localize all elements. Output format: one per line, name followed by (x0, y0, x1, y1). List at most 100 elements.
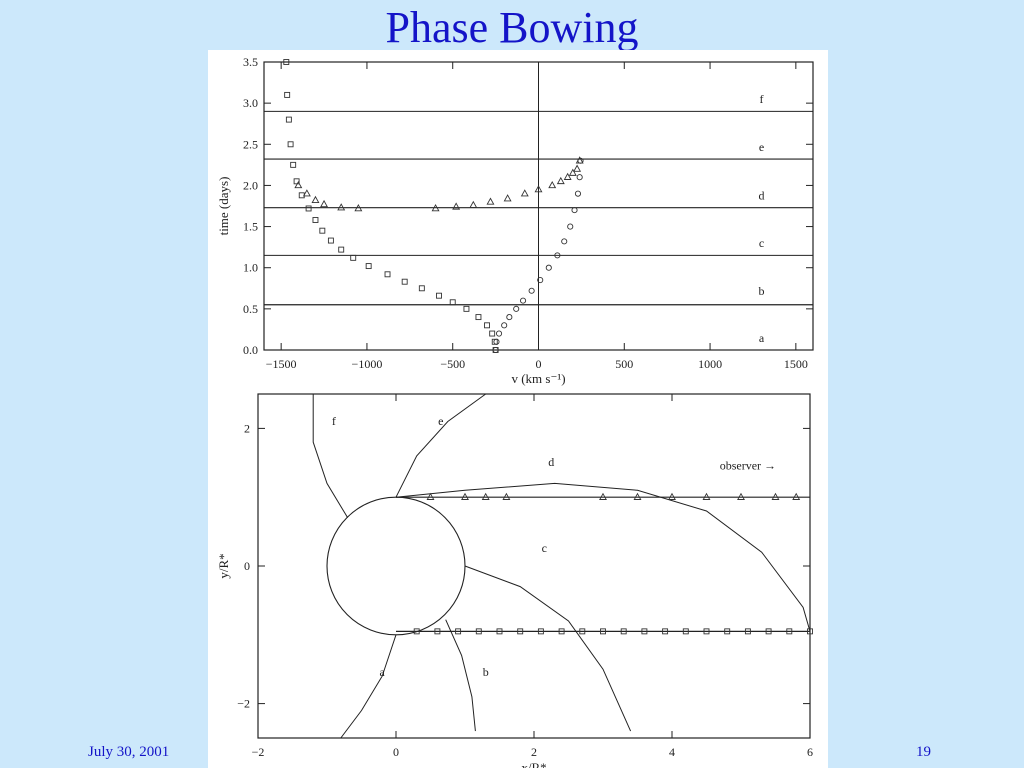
triangle-point (302, 189, 311, 197)
triangle-point (556, 176, 565, 185)
ray-square-marker (786, 628, 793, 635)
ray-square-marker (455, 628, 462, 635)
phase-label-c: c (759, 236, 764, 250)
square-point (283, 59, 290, 65)
square-point (384, 271, 391, 278)
page-number: 19 (916, 744, 931, 760)
star-circle (326, 496, 466, 636)
phase-label-b: b (759, 284, 765, 298)
triangle-point (534, 185, 543, 193)
triangle-point (469, 200, 478, 208)
ray-square-marker (724, 628, 731, 635)
ray-triangle-marker (633, 492, 642, 500)
top-x-tick-label: 1000 (698, 357, 722, 371)
circle-point (567, 223, 574, 230)
ray-square-marker (434, 628, 441, 635)
velocity-time-chart: −1500 −1000 −500 0 500 1000 1500 0.0 0.5 1.0 1.5 2.… (216, 55, 814, 386)
ray-square-marker (807, 628, 813, 635)
ray-triangle-marker (461, 492, 469, 500)
top-y-axis-label: time (days) (216, 177, 231, 236)
phase-curve-a (340, 634, 397, 739)
ray-square-marker (682, 628, 689, 635)
ray-square-marker (413, 628, 420, 635)
square-point (418, 285, 425, 292)
ray-square-marker (703, 628, 710, 635)
circle-point (576, 174, 583, 181)
top-x-tick-label: −500 (440, 357, 465, 371)
bottom-y-tick-label: 0 (244, 559, 250, 573)
top-y-tick-label: 1.0 (243, 261, 258, 275)
phase-curve-e (395, 393, 486, 498)
square-point (401, 278, 408, 285)
ray-square-marker (600, 628, 606, 635)
phase-label-e: e (759, 140, 764, 154)
top-x-tick-label: −1000 (352, 357, 383, 371)
geometry-chart: −2 0 2 4 6 −2 0 2 a b c d e f observer → x/R* y/R* (216, 393, 813, 768)
square-point (436, 292, 442, 299)
top-y-tick-label: 1.5 (243, 220, 258, 234)
square-point (290, 161, 297, 168)
triangle-point (520, 189, 529, 197)
bottom-x-tick-label: 0 (393, 745, 399, 759)
square-point (284, 91, 291, 98)
phase-curve-b (445, 619, 476, 732)
curve-label-c: c (542, 541, 547, 555)
observer-label: observer → (720, 459, 776, 473)
bottom-x-tick-label: 6 (807, 745, 813, 759)
bottom-x-axis-label: x/R* (521, 760, 546, 768)
bottom-x-tick-label: −2 (252, 745, 265, 759)
top-y-tick-label: 3.5 (243, 55, 258, 69)
ray-square-marker (517, 628, 524, 635)
circle-point (513, 305, 520, 312)
square-point (319, 227, 326, 234)
ray-triangle-marker (599, 492, 607, 500)
top-x-axis-label: v (km s⁻¹) (511, 371, 565, 386)
circle-point (501, 322, 508, 329)
ray-triangle-marker (426, 492, 435, 500)
curve-label-b: b (483, 665, 489, 679)
triangle-point (354, 204, 363, 212)
square-point (489, 330, 496, 337)
triangle-point (568, 168, 577, 176)
slide-title: Phase Bowing (385, 3, 639, 52)
phase-label-a: a (759, 331, 765, 345)
bottom-x-tick-label: 2 (531, 745, 537, 759)
top-x-tick-label: 500 (615, 357, 633, 371)
ray-triangle-marker (481, 492, 490, 500)
triangle-point (486, 197, 495, 205)
ray-square-marker (475, 628, 482, 635)
circle-point (495, 330, 503, 337)
circle-point (506, 314, 513, 321)
ray-triangle-marker (502, 492, 511, 500)
square-point (475, 314, 482, 321)
curve-label-f: f (332, 414, 336, 428)
top-x-tick-label: 1500 (784, 357, 808, 371)
top-y-tick-label: 0.5 (243, 302, 258, 316)
phase-curve-f (312, 394, 349, 519)
bottom-y-axis-label: y/R* (216, 553, 231, 578)
triangle-point (452, 202, 461, 210)
ray-square-marker (744, 628, 751, 635)
bottom-y-tick-label: −2 (237, 697, 250, 711)
ray-triangle-marker (702, 492, 711, 500)
ray-square-marker (662, 628, 669, 635)
circle-point (545, 264, 552, 271)
circle-point (571, 207, 578, 214)
ray-square-marker (620, 628, 627, 635)
triangle-point (294, 180, 303, 189)
phase-curve-d (395, 482, 811, 632)
ray-square-marker (765, 628, 772, 635)
top-y-tick-label: 2.5 (243, 137, 258, 151)
square-point (365, 263, 372, 270)
triangle-point (573, 164, 582, 172)
circle-point (520, 297, 527, 304)
phase-label-d: d (759, 188, 765, 202)
bottom-y-tick-label: 2 (244, 421, 250, 435)
curve-label-d: d (548, 455, 554, 469)
triangle-point (563, 172, 572, 180)
square-point (327, 237, 334, 244)
bottom-x-tick-label: 4 (669, 745, 675, 759)
phase-curve-c (464, 565, 632, 732)
square-point (285, 116, 292, 123)
top-x-tick-label: −1500 (266, 357, 297, 371)
